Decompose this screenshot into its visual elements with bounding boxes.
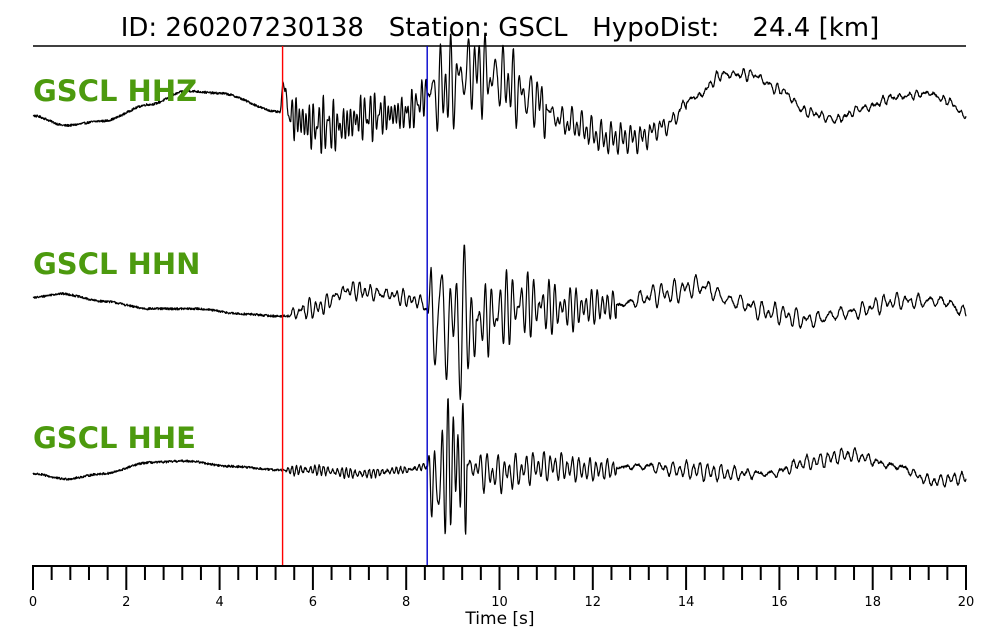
- x-tick-label: 4: [215, 595, 223, 610]
- x-tick-label: 8: [402, 595, 410, 610]
- traces-group: [32, 33, 967, 535]
- channel-label-gscl-hhz: GSCL HHZ: [33, 74, 197, 108]
- trace-gscl-hhe: [32, 398, 967, 535]
- x-tick-label: 0: [29, 595, 37, 610]
- x-tick-label: 16: [771, 595, 788, 610]
- channel-label-gscl-hhe: GSCL HHE: [33, 421, 196, 455]
- phase-picks: [281, 46, 428, 566]
- x-tick-label: 10: [491, 595, 508, 610]
- x-tick-label: 12: [585, 595, 602, 610]
- channel-label-gscl-hhn: GSCL HHN: [33, 247, 200, 281]
- channel-labels: GSCL HHZ GSCL HHN GSCL HHE: [33, 74, 200, 455]
- x-axis-label: Time [s]: [464, 609, 534, 629]
- x-tick-label: 14: [678, 595, 695, 610]
- plot-title: ID: 260207230138 Station: GSCL HypoDist:…: [121, 13, 880, 43]
- x-tick-label: 20: [958, 595, 975, 610]
- x-axis: 0 2 4 6 8 10 12 14 16 18 20: [29, 565, 975, 610]
- x-tick-label: 18: [864, 595, 881, 610]
- trace-gscl-hhz: [32, 33, 967, 155]
- x-tick-label: 6: [309, 595, 317, 610]
- trace-gscl-hhn: [32, 244, 967, 401]
- x-tick-label: 2: [122, 595, 130, 610]
